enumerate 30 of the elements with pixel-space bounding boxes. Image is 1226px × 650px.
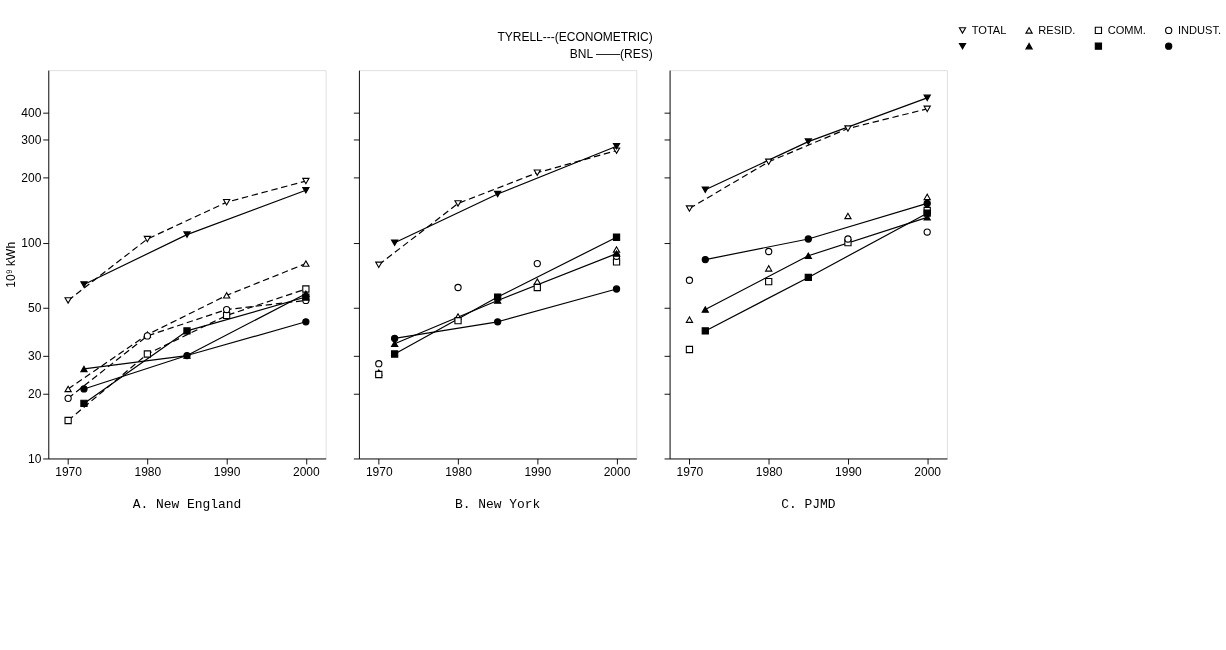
x-tick-label: 1980 bbox=[134, 464, 162, 479]
text: B. New York bbox=[454, 497, 541, 513]
legend-label: TOTAL bbox=[971, 24, 1007, 37]
legend-label: INDUST. bbox=[1177, 24, 1222, 37]
legend-label: RESID. bbox=[1038, 24, 1076, 37]
x-tick-label: 2000 bbox=[292, 464, 320, 479]
x-tick-label: 1980 bbox=[755, 464, 783, 479]
y-tick-label: 100 bbox=[21, 235, 42, 250]
x-tick-label: 1970 bbox=[55, 464, 83, 479]
x-tick-label: 2000 bbox=[603, 464, 631, 479]
y-tick-label: 400 bbox=[21, 105, 42, 120]
x-tick-label: 1990 bbox=[524, 464, 552, 479]
legend-label: COMM. bbox=[1107, 24, 1146, 37]
y-tick-label: 300 bbox=[21, 132, 42, 147]
x-tick-label: 2000 bbox=[914, 464, 942, 479]
x-tick-label: 1970 bbox=[676, 464, 704, 479]
text: BNL ——(RES) bbox=[569, 47, 653, 62]
x-tick-label: 1970 bbox=[365, 464, 393, 479]
y-tick-label: 30 bbox=[28, 348, 42, 363]
text: A. New England bbox=[132, 497, 242, 513]
text: C. PJMD bbox=[781, 497, 836, 513]
y-tick-label: 200 bbox=[21, 170, 42, 185]
text: TYRELL---(ECONOMETRIC) bbox=[497, 29, 653, 44]
y-tick-label: 50 bbox=[28, 300, 42, 315]
x-tick-label: 1990 bbox=[835, 464, 863, 479]
x-tick-label: 1980 bbox=[445, 464, 473, 479]
x-tick-label: 1990 bbox=[213, 464, 241, 479]
y-tick-label: 10 bbox=[28, 451, 42, 466]
y-axis-title: 10⁹ kWh bbox=[3, 241, 18, 288]
y-tick-label: 20 bbox=[28, 386, 42, 401]
